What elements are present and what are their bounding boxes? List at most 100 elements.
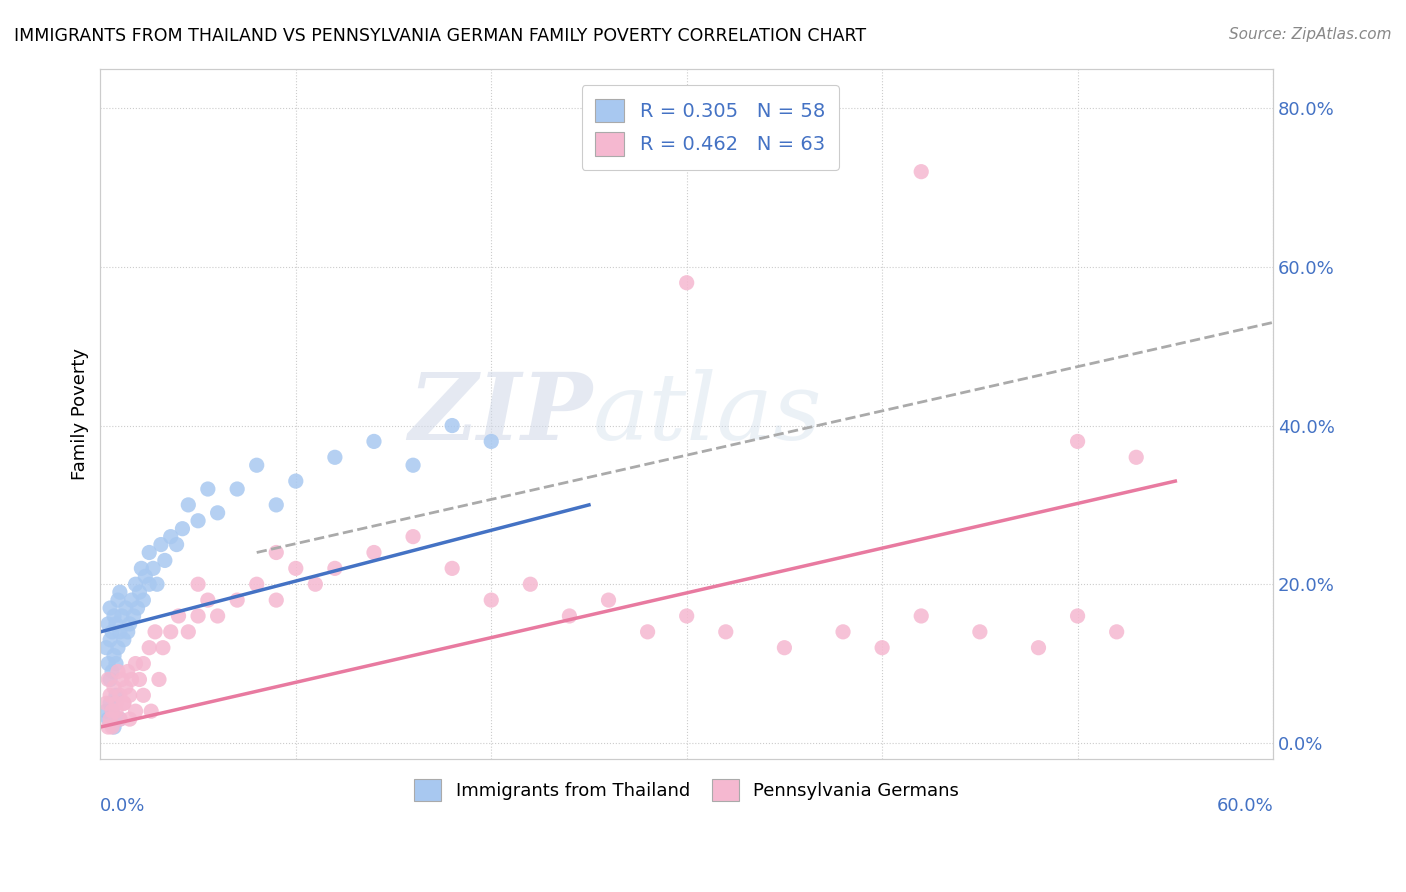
Point xyxy=(104,616,127,631)
Point xyxy=(479,434,502,449)
Point xyxy=(97,712,120,726)
Point xyxy=(121,593,143,607)
Point xyxy=(264,545,287,559)
Point xyxy=(153,553,176,567)
Point xyxy=(152,640,174,655)
Point xyxy=(97,616,120,631)
Point xyxy=(441,561,464,575)
Point xyxy=(598,593,620,607)
Point xyxy=(284,561,307,575)
Point xyxy=(304,577,326,591)
Point xyxy=(96,704,118,718)
Point xyxy=(138,577,160,591)
Point xyxy=(128,673,150,687)
Point xyxy=(323,561,346,575)
Point xyxy=(104,696,127,710)
Point xyxy=(910,609,932,624)
Point xyxy=(558,609,581,624)
Point xyxy=(149,537,172,551)
Point xyxy=(103,720,125,734)
Point xyxy=(675,276,697,290)
Point xyxy=(1028,640,1050,655)
Point xyxy=(98,632,121,647)
Point xyxy=(187,514,209,528)
Point xyxy=(103,681,125,695)
Point xyxy=(226,482,249,496)
Point xyxy=(146,577,169,591)
Point xyxy=(112,696,135,710)
Point xyxy=(207,506,229,520)
Point xyxy=(101,704,124,718)
Point xyxy=(97,720,120,734)
Point xyxy=(101,624,124,639)
Point xyxy=(98,601,121,615)
Point xyxy=(118,712,141,726)
Point xyxy=(132,688,155,702)
Point xyxy=(1066,434,1088,449)
Legend: Immigrants from Thailand, Pennsylvania Germans: Immigrants from Thailand, Pennsylvania G… xyxy=(404,768,970,812)
Point xyxy=(112,632,135,647)
Point xyxy=(127,601,149,615)
Point xyxy=(97,657,120,671)
Point xyxy=(124,577,146,591)
Text: atlas: atlas xyxy=(593,368,823,458)
Point xyxy=(177,498,200,512)
Point xyxy=(103,648,125,663)
Point xyxy=(187,609,209,624)
Point xyxy=(675,609,697,624)
Point xyxy=(1105,624,1128,639)
Point xyxy=(870,640,893,655)
Point xyxy=(197,482,219,496)
Point xyxy=(138,545,160,559)
Point xyxy=(264,498,287,512)
Point xyxy=(114,681,136,695)
Y-axis label: Family Poverty: Family Poverty xyxy=(72,348,89,480)
Point xyxy=(128,585,150,599)
Point xyxy=(124,657,146,671)
Point xyxy=(142,561,165,575)
Point xyxy=(187,577,209,591)
Point xyxy=(138,640,160,655)
Point xyxy=(96,640,118,655)
Point xyxy=(112,696,135,710)
Point xyxy=(107,593,129,607)
Point xyxy=(323,450,346,465)
Point xyxy=(159,624,181,639)
Point xyxy=(96,696,118,710)
Point xyxy=(121,673,143,687)
Point xyxy=(132,593,155,607)
Point xyxy=(108,688,131,702)
Point xyxy=(479,593,502,607)
Point xyxy=(148,673,170,687)
Point xyxy=(246,577,269,591)
Point xyxy=(519,577,541,591)
Point xyxy=(104,688,127,702)
Point xyxy=(832,624,855,639)
Point xyxy=(177,624,200,639)
Point xyxy=(167,609,190,624)
Point xyxy=(363,545,385,559)
Point xyxy=(132,657,155,671)
Point xyxy=(98,696,121,710)
Point xyxy=(108,712,131,726)
Point xyxy=(141,704,163,718)
Point xyxy=(117,665,139,679)
Point xyxy=(159,530,181,544)
Point xyxy=(246,458,269,473)
Point xyxy=(97,673,120,687)
Point xyxy=(108,712,131,726)
Point xyxy=(637,624,659,639)
Point xyxy=(101,720,124,734)
Point xyxy=(98,712,121,726)
Point xyxy=(118,688,141,702)
Point xyxy=(108,585,131,599)
Point xyxy=(111,609,134,624)
Text: 0.0%: 0.0% xyxy=(100,797,146,814)
Point xyxy=(207,609,229,624)
Point xyxy=(98,688,121,702)
Point xyxy=(969,624,991,639)
Point xyxy=(107,640,129,655)
Point xyxy=(101,665,124,679)
Point xyxy=(402,458,425,473)
Text: Source: ZipAtlas.com: Source: ZipAtlas.com xyxy=(1229,27,1392,42)
